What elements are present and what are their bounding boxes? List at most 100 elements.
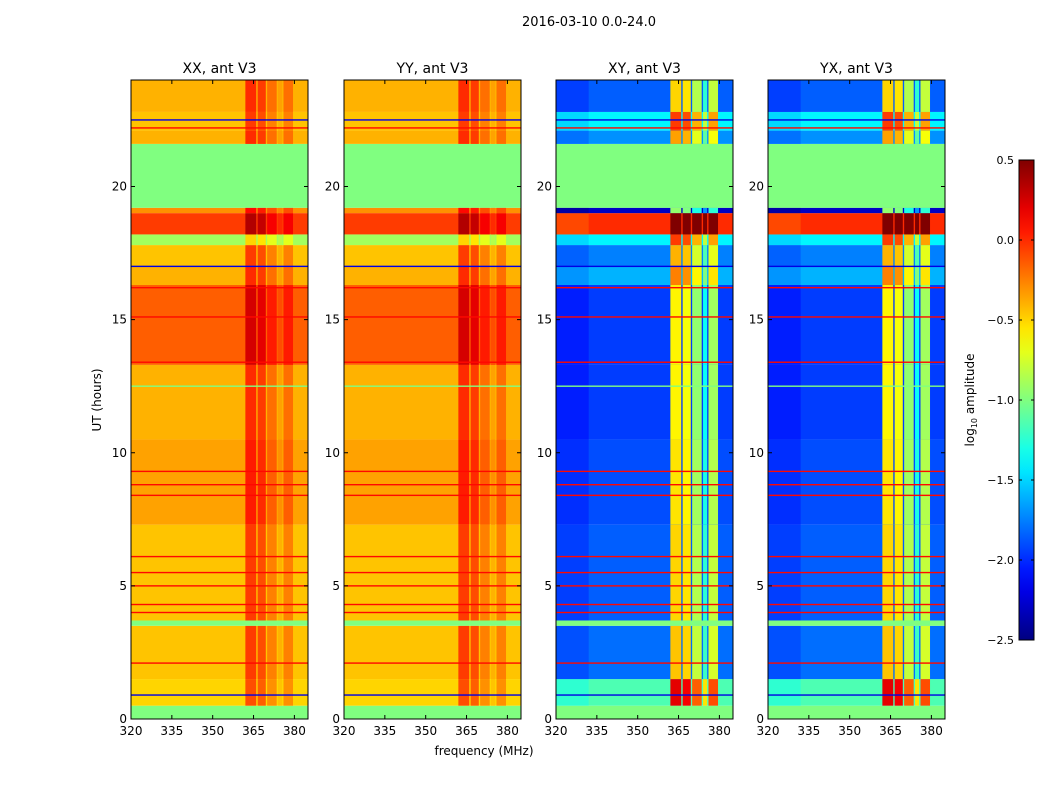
heatmap-cell [692, 80, 702, 112]
heatmap-cell [278, 207, 283, 214]
heatmap-cell [470, 439, 479, 525]
heatmap-cell [915, 625, 920, 680]
heatmap-cell [904, 111, 914, 131]
heatmap-line [344, 603, 521, 606]
heatmap-band [131, 234, 308, 246]
heatmap-cell [692, 679, 702, 706]
heatmap-cell [670, 679, 682, 706]
heatmap-cell [682, 234, 691, 246]
x-tick-label: 350 [838, 724, 861, 738]
panel-frame [343, 79, 522, 720]
x-tick-label: 365 [667, 724, 690, 738]
panel-title: XY, ant V3 [608, 61, 681, 77]
heatmap-cell [480, 439, 490, 525]
heatmap-cell [257, 285, 266, 365]
heatmap-line [768, 662, 945, 664]
heatmap-cell [496, 364, 507, 440]
heatmap-band [768, 620, 945, 626]
heatmap-cell [915, 111, 920, 131]
heatmap-band [556, 620, 733, 626]
heatmap-line [131, 286, 308, 289]
heatmap-cell [470, 207, 479, 214]
heatmap-line [344, 585, 521, 587]
heatmap-line [768, 694, 945, 696]
heatmap-line [131, 603, 308, 606]
x-tick-label: 335 [160, 724, 183, 738]
heatmap-cell [894, 213, 903, 235]
heatmap-cell [245, 130, 257, 144]
heatmap-cell [894, 679, 903, 706]
heatmap-band [131, 705, 308, 719]
heatmap-cell [458, 111, 470, 131]
heatmap-cell [920, 245, 931, 267]
heatmap-cell [920, 111, 931, 131]
heatmap-cell [692, 245, 702, 267]
x-tick-label: 320 [333, 724, 356, 738]
heatmap-line [131, 361, 308, 363]
heatmap-cell [904, 213, 914, 235]
x-tick-label: 365 [455, 724, 478, 738]
heatmap-line [768, 265, 945, 268]
panel-title: XX, ant V3 [183, 61, 257, 77]
heatmap-cell [480, 266, 490, 286]
heatmap-cell [267, 111, 277, 131]
heatmap-cell [703, 679, 708, 706]
heatmap-cell [458, 213, 470, 235]
heatmap-cell [882, 111, 894, 131]
heatmap-line [556, 494, 733, 497]
heatmap-cell [894, 111, 903, 131]
heatmap-line [344, 265, 521, 268]
heatmap-cell [267, 245, 277, 267]
heatmap-cell [682, 130, 691, 144]
heatmap-cell [682, 439, 691, 525]
heatmap-cell [768, 679, 801, 706]
x-axis-label: frequency (MHz) [434, 744, 533, 758]
heatmap-line [344, 385, 521, 387]
y-tick-label: 20 [325, 180, 340, 194]
colorbar-tick-label: −0.5 [987, 314, 1014, 327]
heatmap-cell [703, 625, 708, 680]
heatmap-cell [915, 266, 920, 286]
y-tick-label: 20 [112, 180, 127, 194]
y-tick-label: 20 [537, 180, 552, 194]
heatmap-cell [882, 213, 894, 235]
heatmap-line [556, 484, 733, 486]
heatmap-line [768, 385, 945, 387]
heatmap-cell [768, 213, 801, 235]
heatmap-cell [480, 213, 490, 235]
heatmap-cell [458, 207, 470, 214]
heatmap-cell [278, 130, 283, 144]
heatmap-cell [267, 80, 277, 112]
heatmap-cell [670, 245, 682, 267]
heatmap-cell [491, 364, 496, 440]
y-tick-label: 0 [119, 712, 127, 726]
heatmap-cell [692, 439, 702, 525]
heatmap-line [131, 694, 308, 696]
heatmap-line [344, 286, 521, 289]
heatmap-cell [670, 111, 682, 131]
heatmap-cell [920, 213, 931, 235]
x-tick-label: 335 [797, 724, 820, 738]
heatmap-line [131, 611, 308, 614]
heatmap-cell [458, 439, 470, 525]
x-tick-label: 350 [414, 724, 437, 738]
heatmap-cell [682, 80, 691, 112]
heatmap-line [768, 603, 945, 606]
heatmap-cell [920, 285, 931, 365]
heatmap-cell [708, 207, 719, 214]
x-tick-label: 350 [201, 724, 224, 738]
heatmap-cell [556, 130, 589, 144]
x-tick-label: 380 [708, 724, 731, 738]
heatmap-cell [703, 80, 708, 112]
y-tick-label: 10 [749, 446, 764, 460]
heatmap-cell [257, 266, 266, 286]
heatmap-cell [894, 364, 903, 440]
heatmap-cell [278, 625, 283, 680]
heatmap-cell [245, 80, 257, 112]
heatmap-cell [267, 234, 277, 246]
colorbar-tick-label: −2.0 [987, 554, 1014, 567]
heatmap-band [344, 620, 521, 626]
heatmap-line [768, 585, 945, 587]
heatmap-cell [708, 130, 719, 144]
